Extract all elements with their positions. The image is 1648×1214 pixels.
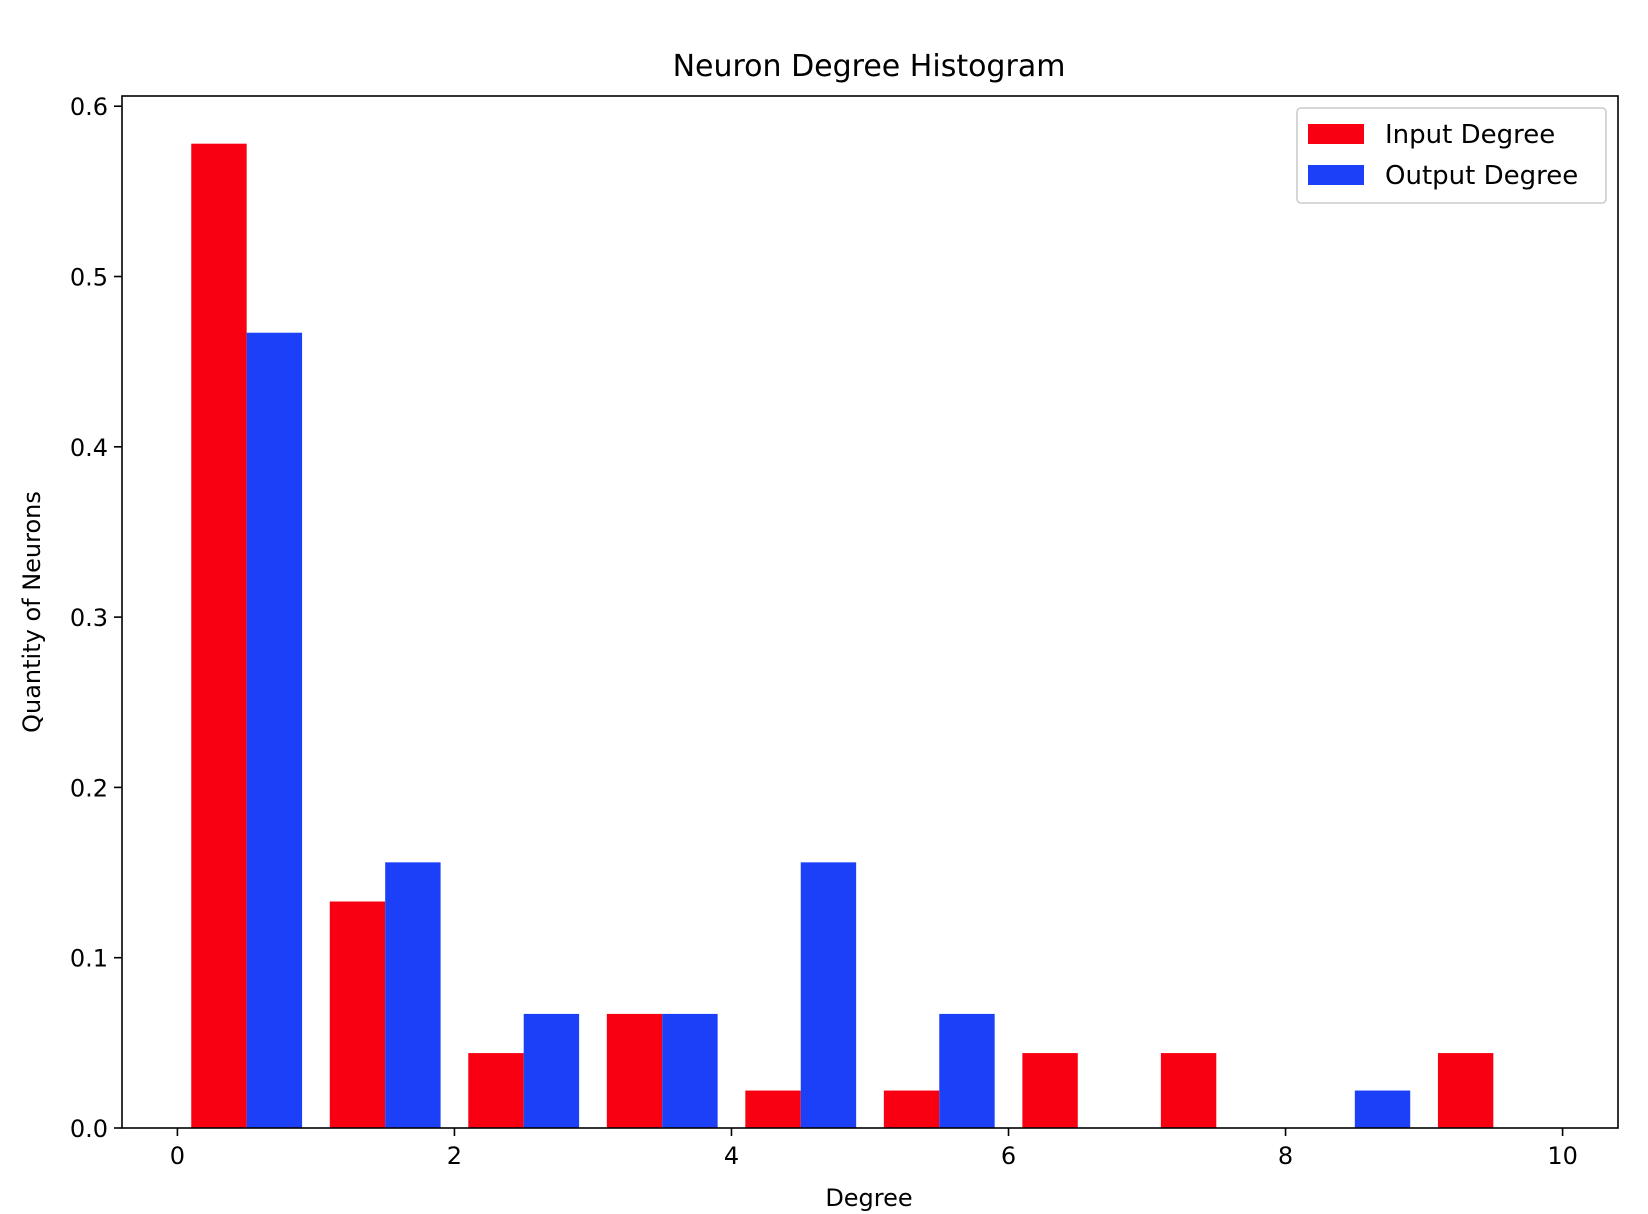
legend-label-output-degree: Output Degree <box>1385 161 1578 191</box>
bar-input-degree-bin-2 <box>468 1053 524 1128</box>
bar-output-degree-bin-1 <box>385 862 441 1128</box>
bar-input-degree-bin-1 <box>329 901 386 1128</box>
y-tick-label: 0.0 <box>70 1115 108 1143</box>
legend-swatch-output-degree <box>1308 165 1364 185</box>
x-tick-label: 0 <box>170 1142 185 1170</box>
bar-output-degree-bin-8 <box>1354 1090 1411 1128</box>
bar-output-degree-bin-0 <box>246 332 303 1128</box>
x-tick-label: 10 <box>1547 1142 1578 1170</box>
x-tick-label: 2 <box>447 1142 462 1170</box>
bar-input-degree-bin-6 <box>1022 1053 1078 1128</box>
bar-input-degree-bin-9 <box>1437 1053 1494 1128</box>
y-tick-label: 0.1 <box>70 945 108 973</box>
y-tick-label: 0.5 <box>70 264 108 292</box>
chart-title: Neuron Degree Histogram <box>673 49 1066 84</box>
y-tick-label: 0.6 <box>70 93 108 121</box>
bar-input-degree-bin-0 <box>191 143 247 1128</box>
y-tick-label: 0.2 <box>70 774 108 802</box>
y-axis-label: Quantity of Neurons <box>18 491 46 733</box>
bar-output-degree-bin-4 <box>800 862 857 1128</box>
y-tick-label: 0.4 <box>70 434 108 462</box>
bar-output-degree-bin-3 <box>662 1013 718 1128</box>
legend-label-input-degree: Input Degree <box>1385 120 1555 150</box>
bar-input-degree-bin-7 <box>1160 1053 1217 1128</box>
x-tick-label: 4 <box>724 1142 739 1170</box>
y-tick-label: 0.3 <box>70 604 108 632</box>
y-ticks-group: 0.0 0.1 0.2 0.3 0.4 0.5 0.6 <box>70 93 122 1143</box>
x-axis-label: Degree <box>825 1184 912 1212</box>
bar-input-degree-bin-4 <box>745 1090 801 1128</box>
plot-frame <box>121 95 1619 1129</box>
bar-output-degree-bin-5 <box>939 1013 995 1128</box>
legend-swatch-input-degree <box>1308 124 1364 144</box>
bars-group <box>191 143 1494 1128</box>
bar-input-degree-bin-5 <box>883 1090 940 1128</box>
x-ticks-group: 0 2 4 6 8 10 <box>170 1128 1578 1170</box>
bar-input-degree-bin-3 <box>606 1013 663 1128</box>
x-tick-label: 6 <box>1001 1142 1016 1170</box>
legend-box <box>1296 107 1607 204</box>
x-tick-label: 8 <box>1278 1142 1293 1170</box>
bar-output-degree-bin-2 <box>523 1013 580 1128</box>
legend: Input Degree Output Degree <box>1296 107 1607 204</box>
